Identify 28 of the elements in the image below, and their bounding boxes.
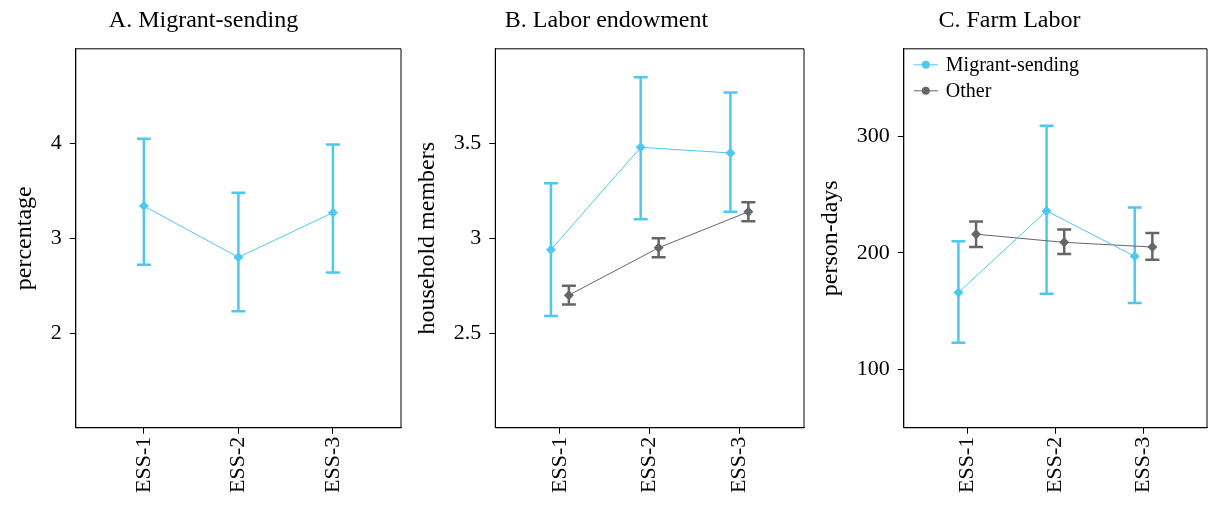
x-tick-label: ESS-3 (318, 436, 344, 494)
x-tick-label: ESS-3 (1129, 436, 1155, 494)
y-tick-label: 200 (856, 238, 890, 264)
x-tick-label: ESS-1 (953, 436, 979, 494)
chart-title: A. Migrant-sending (108, 5, 299, 32)
point (327, 207, 338, 218)
chart-title: C. Farm Labor (938, 5, 1081, 32)
chart-title: B. Labor endowment (504, 5, 709, 32)
y-tick-label: 2.5 (453, 318, 482, 344)
y-tick-label: 300 (856, 122, 890, 148)
y-tick-label: 2 (50, 318, 62, 344)
y-tick-label: 3 (50, 224, 62, 250)
legend-label: Migrant-sending (945, 53, 1080, 77)
x-tick-label: ESS-3 (725, 436, 751, 494)
x-tick-label: ESS-2 (1041, 436, 1067, 494)
point (233, 252, 244, 263)
x-tick-label: ESS-2 (224, 436, 250, 494)
x-tick-label: ESS-1 (129, 436, 155, 494)
y-axis-title: person-days (815, 180, 842, 297)
y-axis-title: household members (412, 141, 439, 335)
y-tick-label: 3 (470, 224, 482, 250)
y-tick-label: 3.5 (453, 129, 482, 155)
legend-label: Other (945, 79, 992, 102)
y-tick-label: 100 (856, 355, 890, 381)
x-tick-label: ESS-2 (635, 436, 661, 494)
y-axis-title: percentage (9, 186, 36, 291)
y-tick-label: 4 (50, 129, 62, 155)
x-tick-label: ESS-1 (545, 436, 571, 494)
